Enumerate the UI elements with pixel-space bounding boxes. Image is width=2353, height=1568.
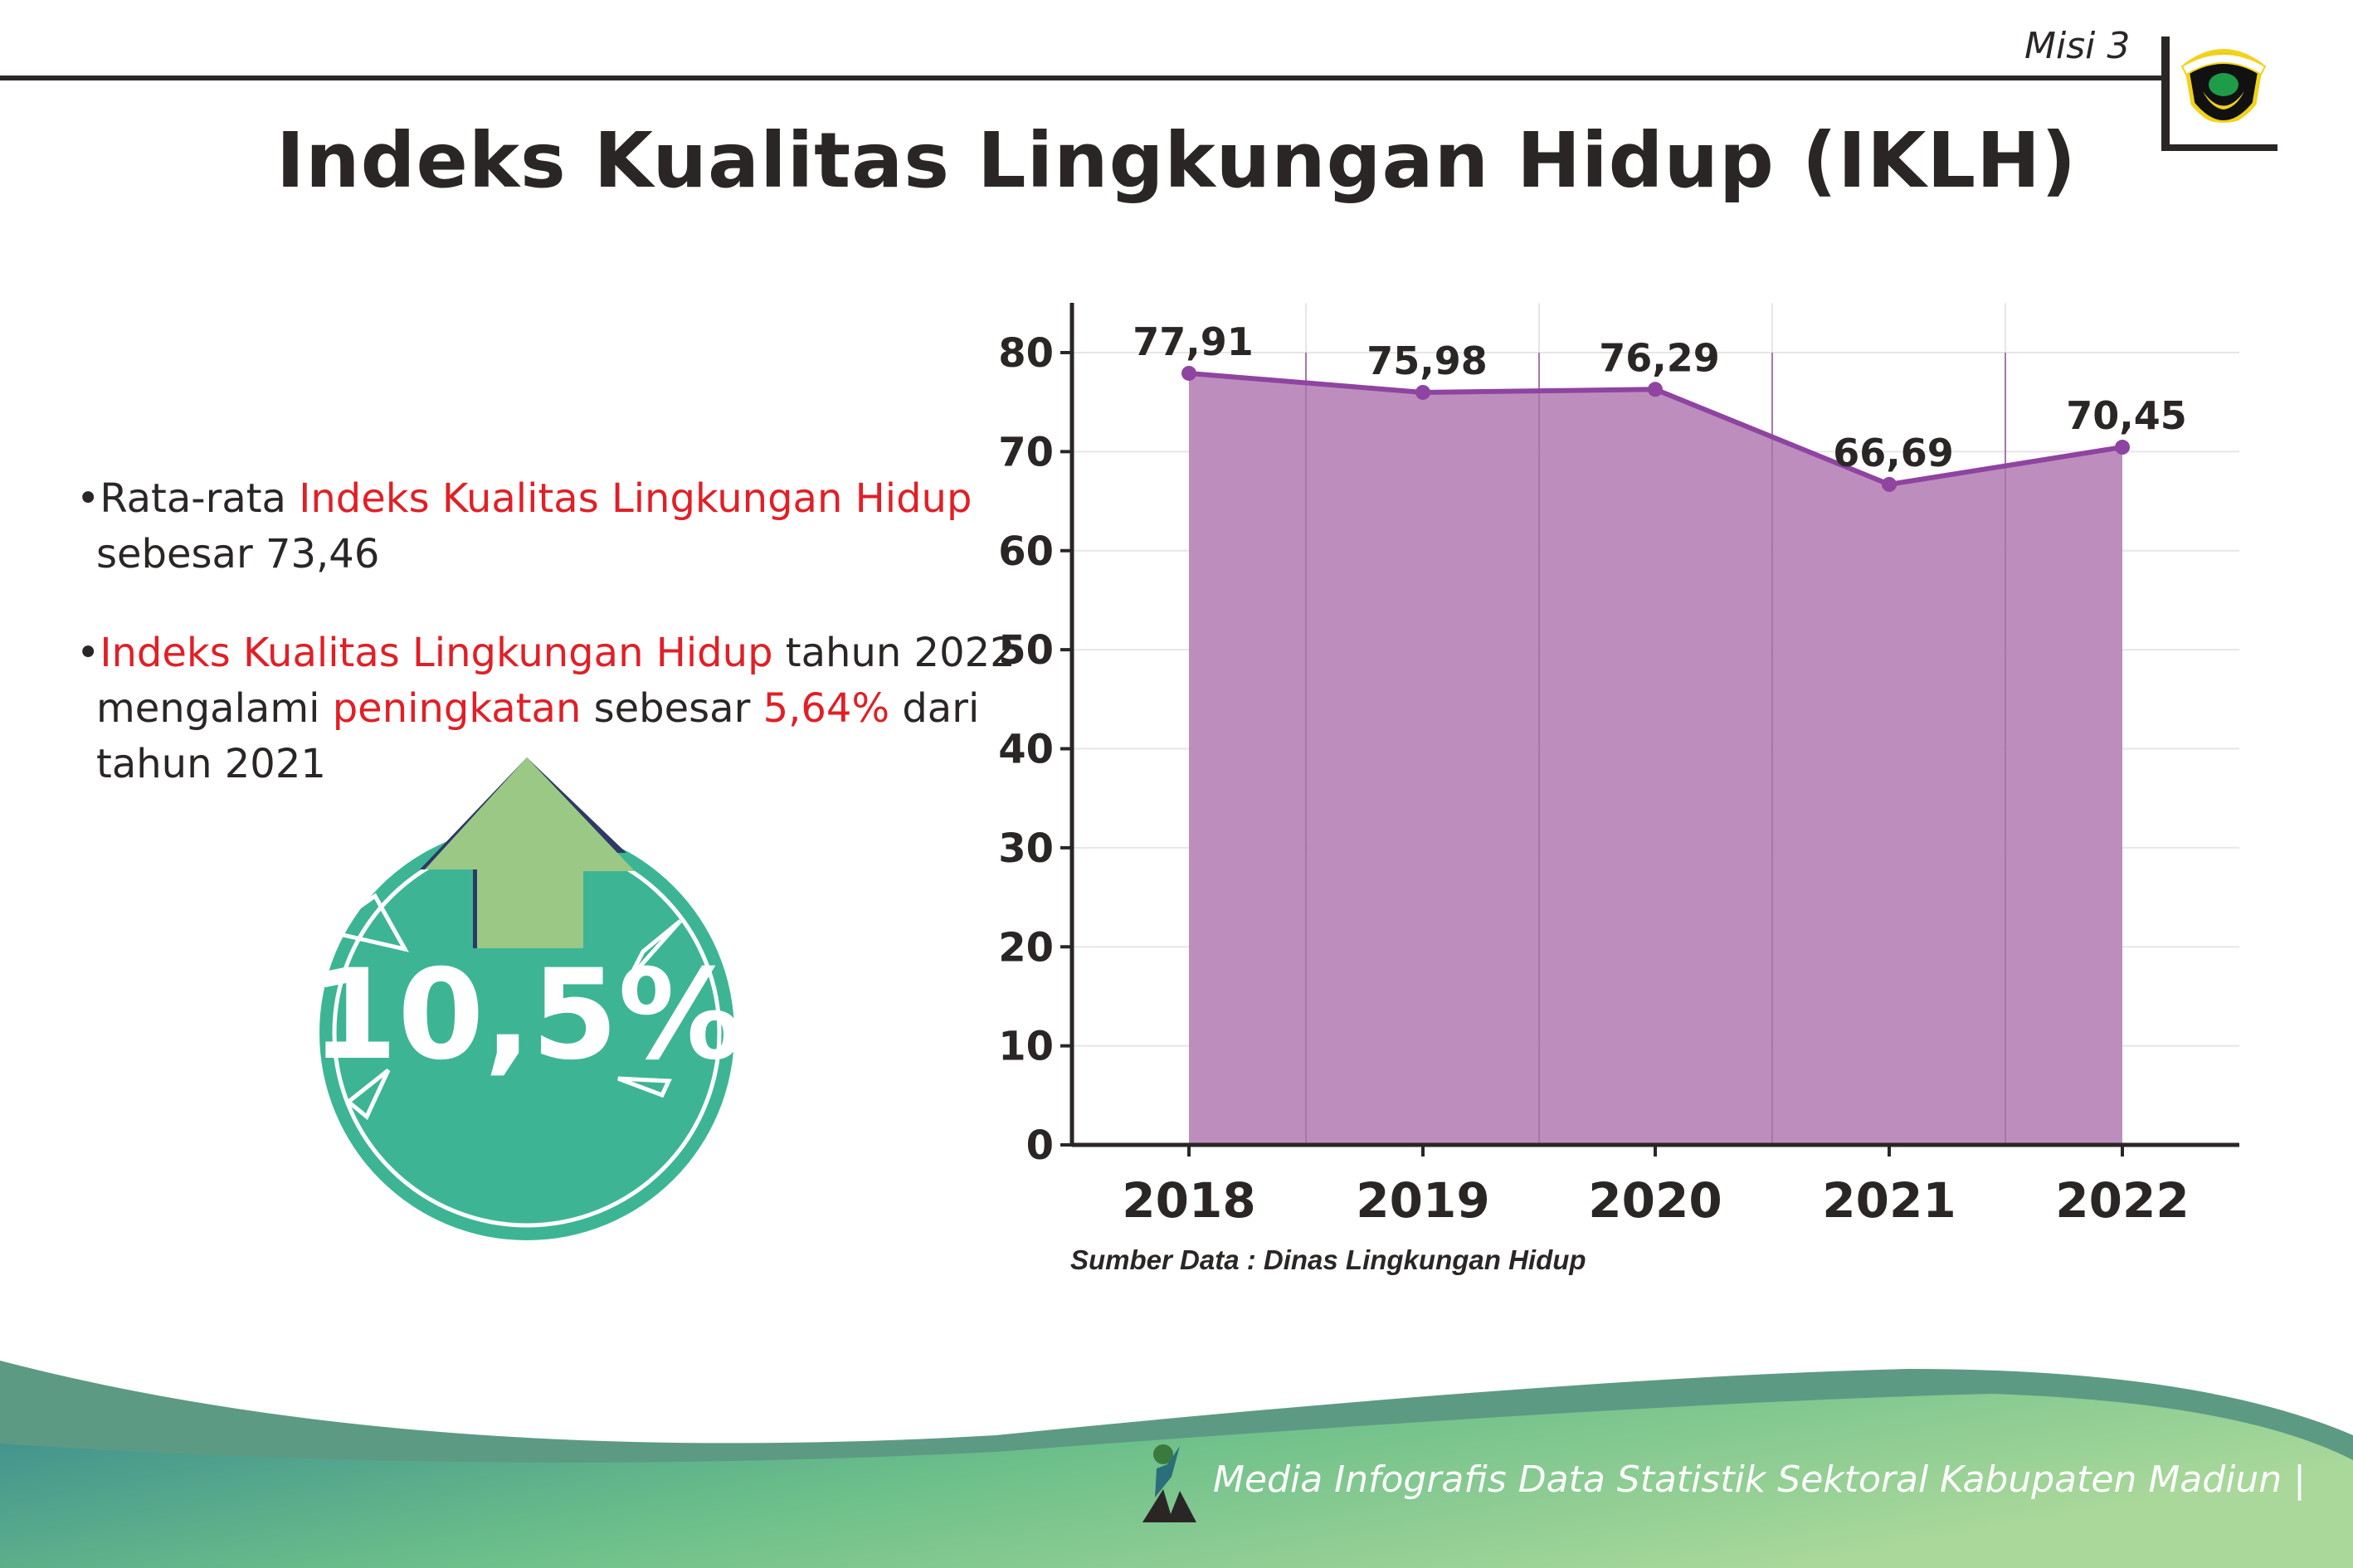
spark-icon [617, 1076, 672, 1098]
kabupaten-madiun-logo [2180, 49, 2267, 129]
bullet-text: Rata-rata [100, 475, 300, 522]
area-fill [1189, 373, 2122, 1146]
bullet-highlight: Indeks Kualitas Lingkungan Hidup [299, 475, 972, 522]
bullet-text: dari [889, 685, 980, 732]
iklh-area-chart: 0 10 20 30 40 50 60 70 80 77,91 2018 75,98 2019 76,29… [998, 303, 2239, 1229]
data-point [1181, 365, 1196, 381]
data-label: 76,29 [1599, 335, 1720, 380]
y-tick-label: 10 [998, 1024, 1054, 1070]
data-source: Sumber Data : Dinas Lingkungan Hidup [1070, 1244, 1586, 1275]
bullet-average: •Rata-rata Indeks Kualitas Lingkungan Hi… [76, 471, 972, 582]
y-tick-label: 0 [1026, 1122, 1054, 1169]
page-title: Indeks Kualitas Lingkungan Hidup (IKLH) [275, 116, 2078, 205]
footer-text: Media Infografis Data Statistik Sektoral… [1213, 1458, 2306, 1501]
bullet-increase: •Indeks Kualitas Lingkungan Hidup tahun … [76, 626, 1016, 792]
bullet-highlight: Indeks Kualitas Lingkungan Hidup [100, 630, 773, 676]
arrow-up-icon [425, 757, 635, 948]
x-tick-label: 2018 [1122, 1172, 1255, 1229]
y-tick-label: 80 [998, 330, 1054, 377]
data-point [1882, 476, 1897, 492]
data-point [2115, 440, 2130, 455]
spark-icon [319, 893, 409, 952]
bullet-text: tahun 2022 [772, 630, 1016, 676]
y-tick-label: 40 [998, 727, 1054, 773]
growth-badge: 10,5% [311, 757, 743, 1240]
bullet-text: tahun 2021 [96, 741, 326, 787]
bullet-highlight: peningkatan [332, 685, 582, 732]
bullet-text: mengalami [96, 685, 333, 732]
x-tick-label: 2022 [2055, 1172, 2189, 1229]
data-point [1415, 384, 1430, 400]
section-label: Misi 3 [2024, 25, 2131, 67]
x-tick-label: 2021 [1822, 1172, 1956, 1229]
data-label: 75,98 [1366, 338, 1488, 383]
data-point [1648, 382, 1663, 397]
y-tick-label: 20 [998, 924, 1054, 971]
bullet-text: sebesar [581, 685, 763, 732]
x-tick-label: 2020 [1588, 1172, 1722, 1229]
badge-value: 10,5% [311, 943, 743, 1088]
data-label: 66,69 [1833, 431, 1954, 475]
data-label: 77,91 [1133, 319, 1254, 364]
header-bracket-horizontal [2161, 144, 2277, 151]
data-label: 70,45 [2066, 393, 2187, 438]
y-tick-label: 50 [998, 627, 1054, 674]
header-bracket-vertical [2161, 37, 2170, 151]
spark-icon [345, 1069, 391, 1120]
spark-icon [626, 919, 682, 981]
bullet-highlight: 5,64% [762, 685, 890, 732]
header-rule [0, 75, 2167, 80]
y-tick-label: 70 [998, 429, 1054, 475]
y-tick-label: 60 [998, 528, 1054, 575]
x-tick-label: 2019 [1356, 1172, 1489, 1229]
badge-circle [319, 825, 734, 1240]
footer-wave [0, 1361, 2353, 1568]
bullet-text: sebesar 73,46 [96, 531, 380, 577]
media-infografis-logo [1142, 1444, 1196, 1522]
y-tick-label: 30 [998, 825, 1054, 872]
